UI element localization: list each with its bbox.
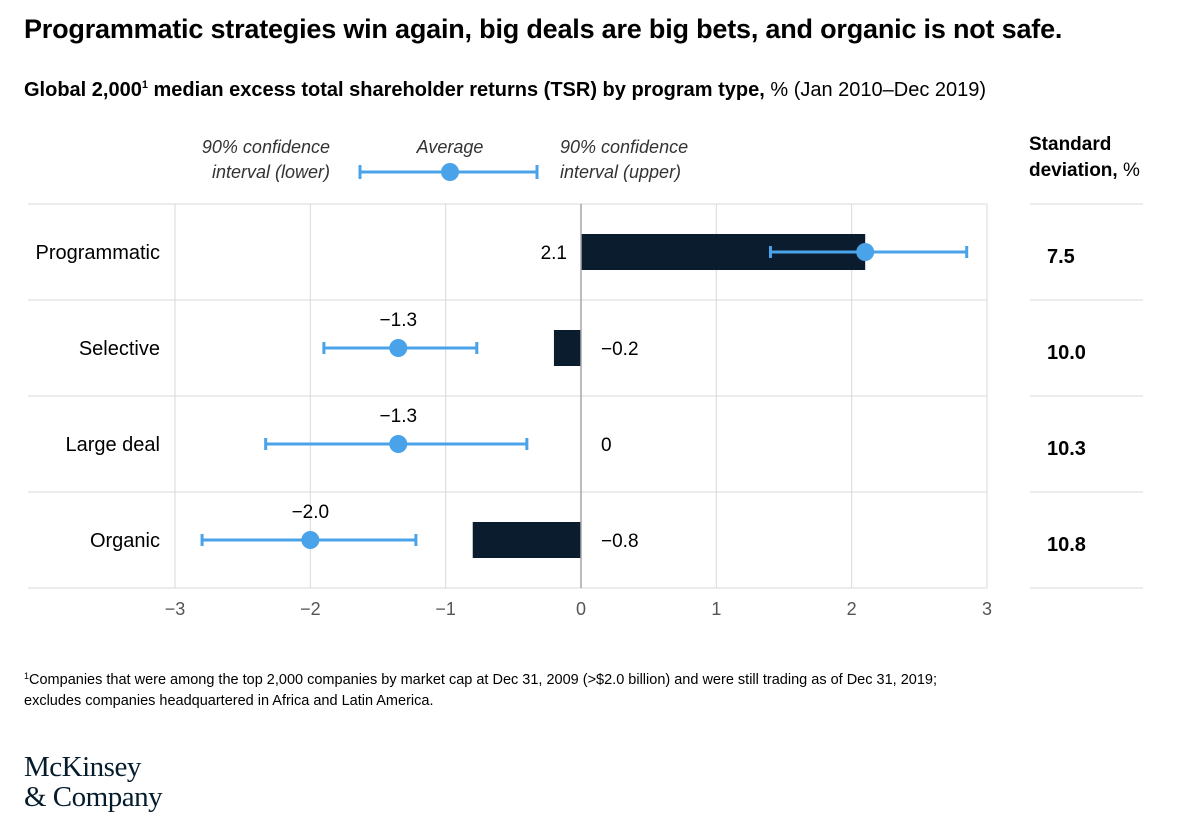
average-label-large-deal: −1.3 xyxy=(380,406,418,427)
bar-value-label-selective: −0.2 xyxy=(601,339,639,360)
sd-header-unit: % xyxy=(1118,160,1140,181)
average-dot-programmatic xyxy=(856,243,875,261)
category-label-programmatic: Programmatic xyxy=(36,242,160,264)
legend-upper-label-1: 90% confidence xyxy=(560,137,688,157)
bar-value-label-large-deal: 0 xyxy=(601,435,612,456)
chart-subtitle: Global 2,0001 median excess total shareh… xyxy=(24,79,986,102)
bar-organic xyxy=(472,522,581,558)
subtitle-unit: % (Jan 2010–Dec 2019) xyxy=(764,79,987,101)
legend-average-dot xyxy=(441,163,459,181)
average-label-selective: −1.3 xyxy=(380,310,418,331)
bar-value-label-programmatic: 2.1 xyxy=(541,243,567,264)
category-label-selective: Selective xyxy=(79,338,160,360)
sd-header-line2: deviation, % xyxy=(1029,160,1140,181)
x-tick-label: 1 xyxy=(711,599,721,619)
average-dot-large-deal xyxy=(389,435,408,453)
sd-header-line1: Standard xyxy=(1029,134,1111,155)
sd-value-organic: 10.8 xyxy=(1047,534,1086,556)
footnote: 1Companies that were among the top 2,000… xyxy=(24,666,1154,712)
confidence-intervals xyxy=(200,243,969,549)
subtitle-bold: Global 2,000 xyxy=(24,79,142,101)
footnote-line-1: 1Companies that were among the top 2,000… xyxy=(24,666,1154,691)
legend: 90% confidence interval (lower) Average … xyxy=(202,137,688,182)
x-tick-label: 0 xyxy=(576,599,586,619)
subtitle-bold-2: median excess total shareholder returns … xyxy=(147,79,765,101)
logo-line-1: McKinsey xyxy=(24,751,141,783)
category-label-organic: Organic xyxy=(90,530,160,552)
sd-value-programmatic: 7.5 xyxy=(1047,246,1075,268)
chart-title: Programmatic strategies win again, big d… xyxy=(24,14,1063,44)
x-tick-label: 2 xyxy=(847,599,857,619)
footnote-mark: 1 xyxy=(24,671,30,681)
x-tick-label: −3 xyxy=(165,599,186,619)
legend-upper-label-2: interval (upper) xyxy=(560,162,681,182)
footnote-text-1: Companies that were among the top 2,000 … xyxy=(29,672,938,688)
legend-average-label: Average xyxy=(416,137,484,157)
subtitle-footnote-mark: 1 xyxy=(141,79,148,91)
bar-value-label-organic: −0.8 xyxy=(601,531,639,552)
average-dot-selective xyxy=(389,339,408,357)
x-tick-label: 3 xyxy=(982,599,992,619)
legend-lower-label-1: 90% confidence xyxy=(202,137,330,157)
chart: 90% confidence interval (lower) Average … xyxy=(28,134,1143,619)
labels: Programmatic 2.1 7.5 Selective −0.2 −1.3 10.0 L… xyxy=(36,242,1086,619)
sd-value-large-deal: 10.3 xyxy=(1047,438,1086,460)
category-label-large-deal: Large deal xyxy=(65,434,160,456)
average-label-organic: −2.0 xyxy=(292,502,330,523)
x-tick-label: −2 xyxy=(300,599,321,619)
footnote-line-2: excludes companies headquartered in Afri… xyxy=(24,693,434,709)
x-tick-label: −1 xyxy=(435,599,456,619)
sd-value-selective: 10.0 xyxy=(1047,342,1086,364)
logo-line-2: & Company xyxy=(24,781,163,813)
bar-selective xyxy=(553,330,581,366)
sd-header-bold: deviation, xyxy=(1029,160,1118,181)
average-dot-organic xyxy=(301,531,320,549)
legend-lower-label-2: interval (lower) xyxy=(212,162,330,182)
mckinsey-logo: McKinsey & Company xyxy=(24,751,163,813)
